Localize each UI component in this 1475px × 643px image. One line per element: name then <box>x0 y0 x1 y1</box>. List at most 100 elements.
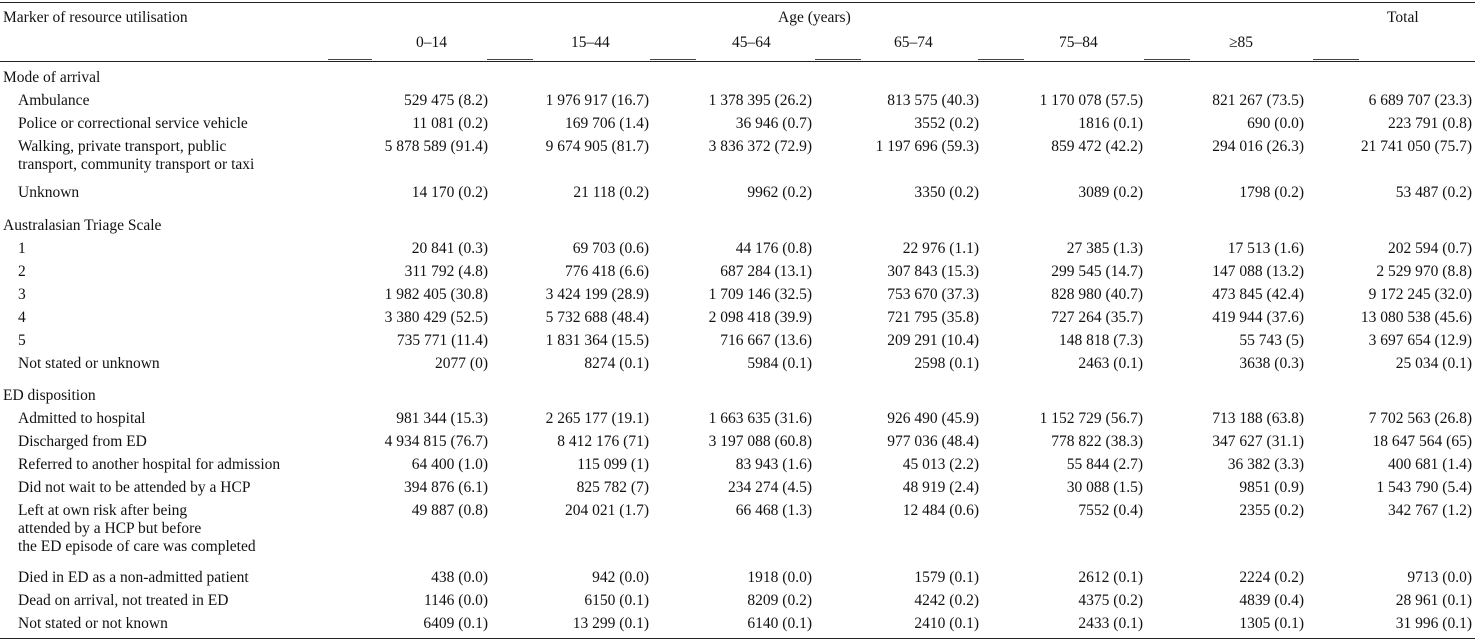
age-cell: 3 197 088 (60.8) <box>708 433 812 450</box>
age-cell: 7552 (0.4) <box>1078 502 1143 519</box>
age-cell: 69 703 (0.6) <box>572 240 649 257</box>
age-cell: 2224 (0.2) <box>1239 569 1304 586</box>
table-row: Died in ED as a non-admitted patient 438 … <box>0 569 1475 592</box>
age-cell: 3 380 429 (52.5) <box>384 309 488 326</box>
age-cell: 20 841 (0.3) <box>411 240 488 257</box>
row-label: Not stated or not known <box>18 615 168 633</box>
age-cell: 2612 (0.1) <box>1078 569 1143 586</box>
top-rule <box>0 2 1475 4</box>
section-header-row: Mode of arrival <box>0 69 1475 92</box>
total-cell: 400 681 (1.4) <box>1388 456 1472 473</box>
row-label-line: 1 <box>18 240 26 257</box>
row-label-line: Unknown <box>18 184 80 201</box>
age-cell: 1 170 078 (57.5) <box>1039 92 1143 109</box>
age-cell: 9851 (0.9) <box>1239 479 1304 496</box>
table-row: Dead on arrival, not treated in ED 1146 (… <box>0 592 1475 615</box>
total-cell: 53 487 (0.2) <box>1395 184 1472 201</box>
age-cell: 148 818 (7.3) <box>1059 332 1143 349</box>
row-label: 3 <box>18 286 26 304</box>
age-cell: 977 036 (48.4) <box>887 433 979 450</box>
total-cell: 25 034 (0.1) <box>1395 355 1472 372</box>
age-cell: 4 934 815 (76.7) <box>384 433 488 450</box>
age-cell: 22 976 (1.1) <box>902 240 979 257</box>
row-label-line: Australasian Triage Scale <box>3 217 162 234</box>
age-cell: 17 513 (1.6) <box>1227 240 1304 257</box>
total-cell: 202 594 (0.7) <box>1388 240 1472 257</box>
age-cell: 727 264 (35.7) <box>1051 309 1143 326</box>
age-cell: 4839 (0.4) <box>1239 592 1304 609</box>
row-label-line: Dead on arrival, not treated in ED <box>18 592 229 609</box>
age-cell: 12 484 (0.6) <box>902 502 979 519</box>
row-label: Died in ED as a non-admitted patient <box>18 569 249 587</box>
age-cell: 1816 (0.1) <box>1078 115 1143 132</box>
row-label-line: 5 <box>18 332 26 349</box>
row-label-line: 4 <box>18 309 26 326</box>
total-cell: 2 529 970 (8.8) <box>1376 263 1472 280</box>
table-row: Did not wait to be attended by a HCP 394 … <box>0 479 1475 502</box>
total-cell: 3 697 654 (12.9) <box>1368 332 1472 349</box>
age-cell: 234 274 (4.5) <box>728 479 812 496</box>
bottom-rule <box>0 638 1475 640</box>
age-cell: 147 088 (13.2) <box>1212 263 1304 280</box>
table-row: 5 735 771 (11.4) 1 831 364 (15.5) 716 667 (… <box>0 332 1475 355</box>
age-cell: 1 152 729 (56.7) <box>1039 410 1143 427</box>
total-cell: 223 791 (0.8) <box>1388 115 1472 132</box>
table-row: 1 20 841 (0.3) 69 703 (0.6) 44 176 (0.8) 22 … <box>0 240 1475 263</box>
total-cell: 9 172 245 (32.0) <box>1368 286 1472 303</box>
age-cell: 13 299 (0.1) <box>572 615 649 632</box>
age-cell: 716 667 (13.6) <box>720 332 812 349</box>
total-cell: 1 543 790 (5.4) <box>1376 479 1472 496</box>
row-label: Ambulance <box>18 92 89 110</box>
header-age-group: Age (years) <box>778 9 851 26</box>
age-cell: 2 265 177 (19.1) <box>545 410 649 427</box>
total-cell: 6 689 707 (23.3) <box>1368 92 1472 109</box>
age-cell: 14 170 (0.2) <box>411 184 488 201</box>
age-cell: 3 836 372 (72.9) <box>708 138 812 155</box>
age-cell: 30 088 (1.5) <box>1066 479 1143 496</box>
total-cell: 31 996 (0.1) <box>1395 615 1472 632</box>
table-row: Admitted to hospital 981 344 (15.3) 2 265 … <box>0 410 1475 433</box>
row-label-line: Ambulance <box>18 92 90 109</box>
table-row: Walking, private transport, public transp… <box>0 138 1475 173</box>
section-header-row: ED disposition <box>0 387 1475 410</box>
header-underline <box>978 59 1024 60</box>
age-cell: 981 344 (15.3) <box>396 410 488 427</box>
age-cell: 828 980 (40.7) <box>1051 286 1143 303</box>
row-label: 2 <box>18 263 26 281</box>
age-cell: 1305 (0.1) <box>1239 615 1304 632</box>
section-title: ED disposition <box>3 387 96 405</box>
table-row: Unknown 14 170 (0.2) 21 118 (0.2) 9962 (0.2… <box>0 184 1475 207</box>
row-label-line: Admitted to hospital <box>18 410 146 427</box>
age-cell: 9962 (0.2) <box>747 184 812 201</box>
age-cell: 1 197 696 (59.3) <box>875 138 979 155</box>
age-cell: 690 (0.0) <box>1247 115 1304 132</box>
age-cell: 2077 (0) <box>435 355 488 372</box>
age-cell: 2355 (0.2) <box>1239 502 1304 519</box>
age-cell: 45 013 (2.2) <box>902 456 979 473</box>
row-label: Left at own risk after being attended by … <box>18 502 256 556</box>
total-cell: 9713 (0.0) <box>1407 569 1472 586</box>
age-cell: 8274 (0.1) <box>584 355 649 372</box>
age-cell: 8 412 176 (71) <box>557 433 649 450</box>
age-cell: 1579 (0.1) <box>914 569 979 586</box>
section-title: Mode of arrival <box>3 69 100 87</box>
total-cell: 13 080 538 (45.6) <box>1360 309 1472 326</box>
age-cell: 64 400 (1.0) <box>411 456 488 473</box>
age-cell: 438 (0.0) <box>431 569 488 586</box>
header-age-45-64: 45–64 <box>732 34 771 51</box>
age-cell: 778 822 (38.3) <box>1051 433 1143 450</box>
age-cell: 1798 (0.2) <box>1239 184 1304 201</box>
age-cell: 347 627 (31.1) <box>1212 433 1304 450</box>
row-label-line: Discharged from ED <box>18 433 147 450</box>
age-cell: 49 887 (0.8) <box>411 502 488 519</box>
age-cell: 394 876 (6.1) <box>404 479 488 496</box>
age-cell: 6150 (0.1) <box>584 592 649 609</box>
age-cell: 5 732 688 (48.4) <box>545 309 649 326</box>
header-underline <box>328 59 372 60</box>
age-cell: 1 976 917 (16.7) <box>545 92 649 109</box>
age-cell: 2433 (0.1) <box>1078 615 1143 632</box>
age-cell: 813 575 (40.3) <box>887 92 979 109</box>
age-cell: 3350 (0.2) <box>914 184 979 201</box>
row-label: Dead on arrival, not treated in ED <box>18 592 228 610</box>
age-cell: 44 176 (0.8) <box>735 240 812 257</box>
